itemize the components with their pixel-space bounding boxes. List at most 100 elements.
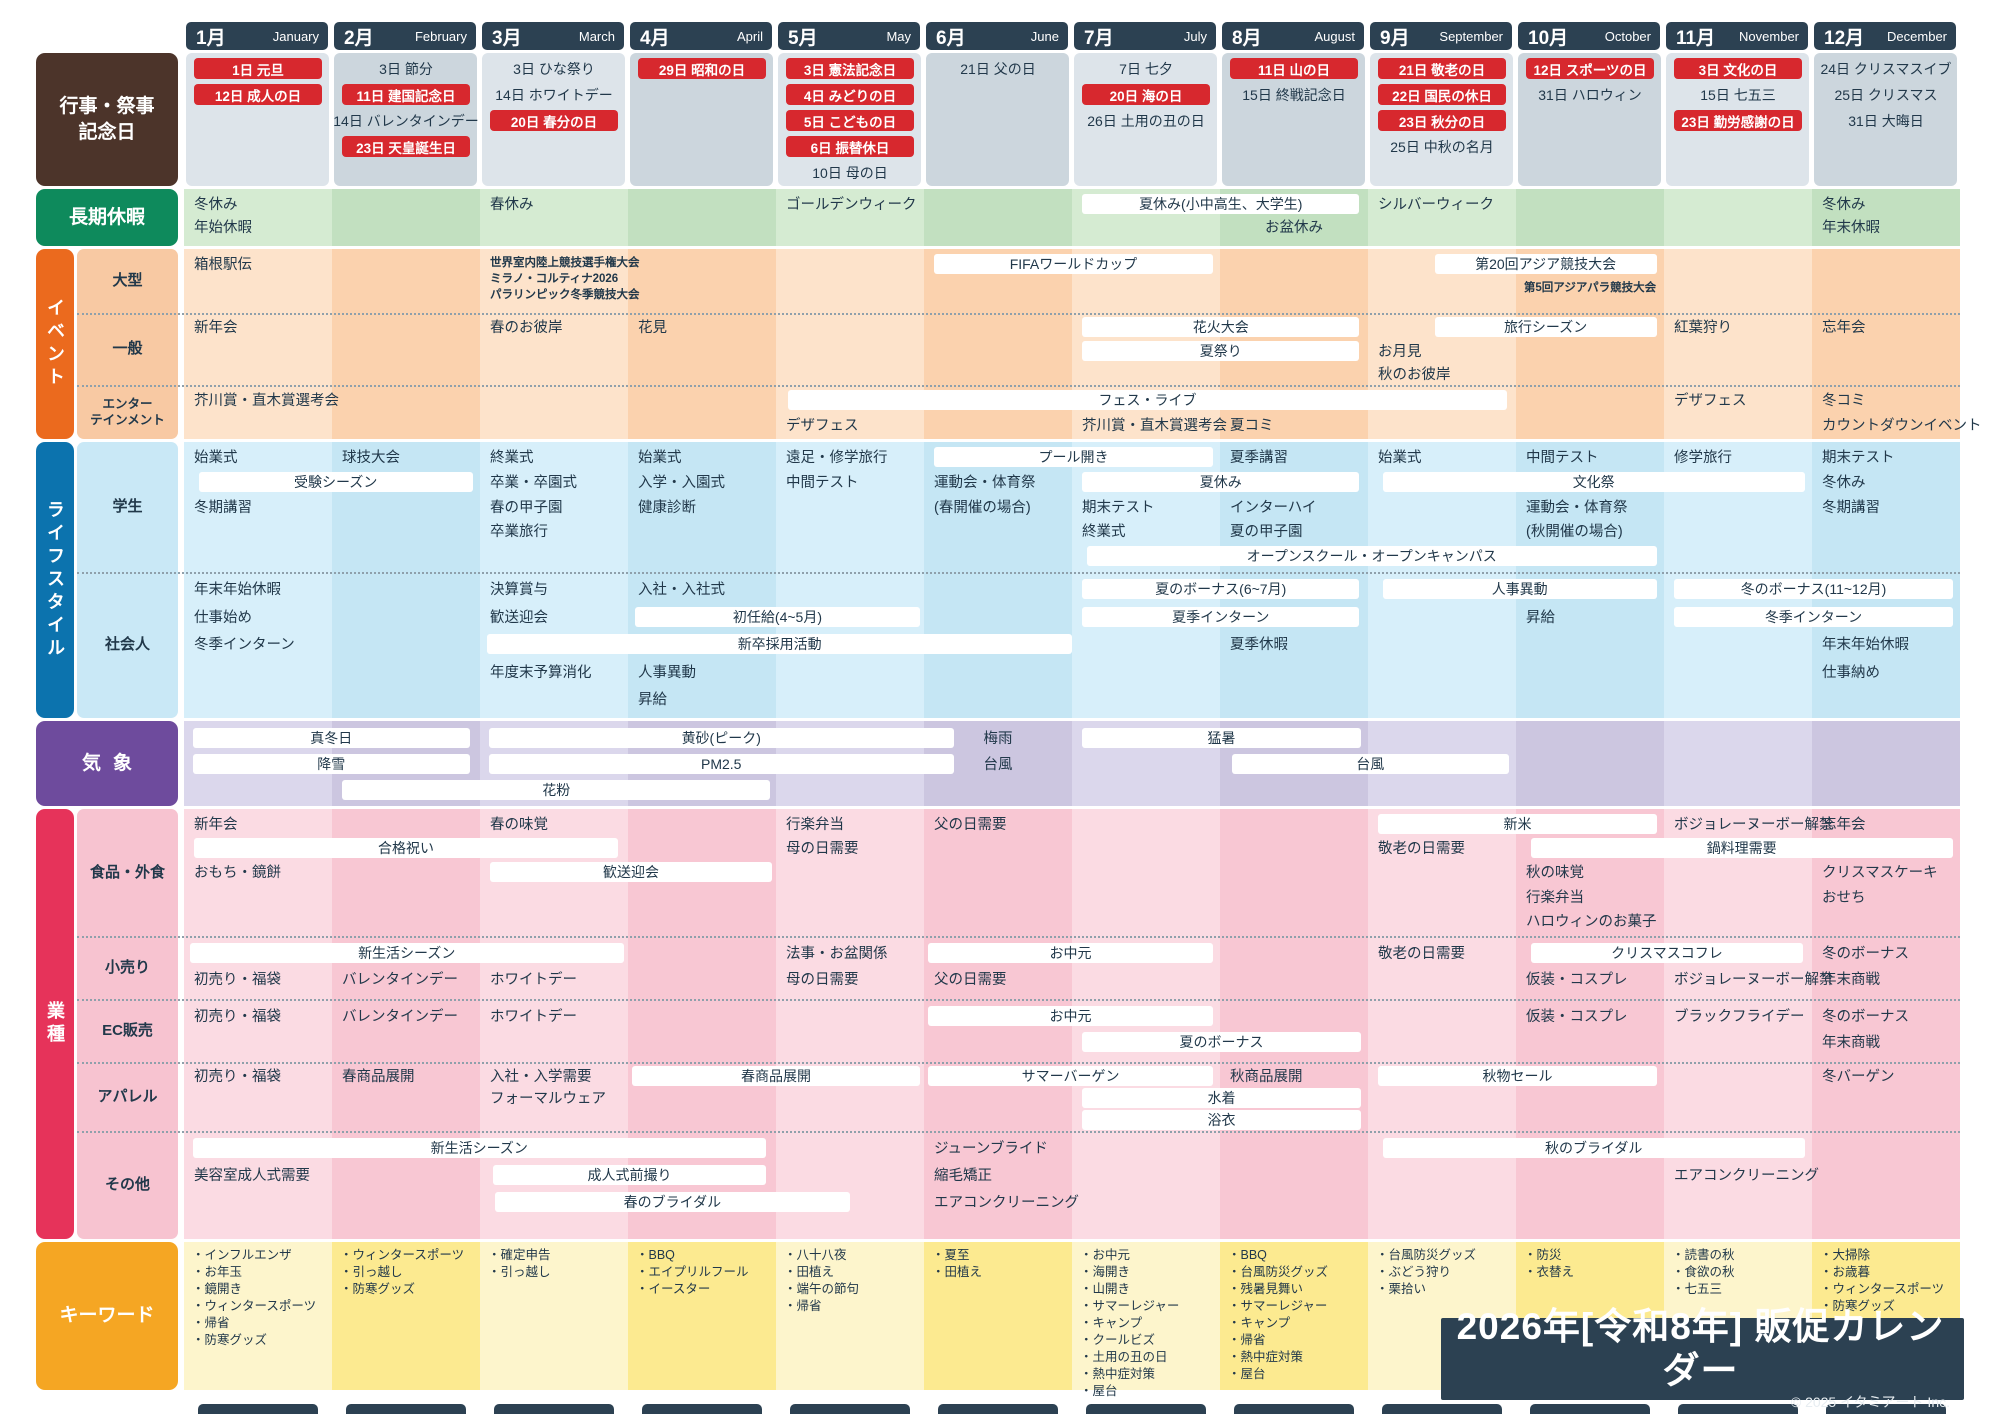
holiday-pill: 29日 昭和の日 — [638, 58, 766, 79]
cell-text: 年末年始休暇 — [1822, 637, 1909, 653]
cell-text: 人事異動 — [638, 664, 696, 681]
cell-text: 冬休み — [194, 197, 238, 213]
subrow-label: 小売り — [77, 936, 178, 999]
keyword-item: ・端午の節句 — [784, 1282, 860, 1296]
keyword-item: ・防寒グッズ — [192, 1333, 268, 1347]
cell-text: エアコンクリーニング — [1674, 1168, 1819, 1184]
section-label-text: キーワード — [59, 1305, 155, 1326]
dashed-divider — [77, 1131, 1960, 1133]
cell-text: 卒業旅行 — [490, 524, 548, 541]
cell-text: 年末年始休暇 — [194, 582, 281, 598]
cell-text: 行楽弁当 — [1526, 889, 1584, 906]
month-label-jp: 11月 — [1676, 27, 1716, 49]
month-column-cell — [332, 1242, 480, 1390]
range-bar: プール開き — [934, 447, 1213, 467]
cell-text: 修学旅行 — [1674, 450, 1732, 466]
keyword-list: ・インフルエンザ ・お年玉 ・鏡開き ・ウィンタースポーツ ・帰省 ・防寒グッズ — [192, 1247, 330, 1349]
cell-text: お盆休み — [1265, 220, 1323, 236]
cell-text: 春の甲子園 — [490, 499, 563, 516]
section-label-keyword: キーワード — [36, 1242, 178, 1390]
cell-text: 歓送迎会 — [490, 609, 548, 626]
month-column-cell — [332, 249, 480, 439]
cell-text: デザフェス — [786, 418, 859, 434]
cell-text: 忘年会 — [1822, 817, 1866, 833]
cell-text: 冬休み — [1822, 197, 1866, 213]
dashed-divider — [77, 999, 1960, 1001]
next-page-cut-mark — [1086, 1404, 1206, 1414]
holiday-pill: 4日 みどりの日 — [786, 84, 914, 105]
cell-text: 終業式 — [490, 450, 534, 466]
month-column-cell — [1368, 809, 1516, 1239]
keyword-list: ・確定申告 ・引っ越し — [488, 1247, 626, 1281]
next-page-cut-mark — [346, 1404, 466, 1414]
holiday-pill: 21日 敬老の日 — [1378, 58, 1506, 79]
month-header: 3月 March — [482, 22, 624, 50]
subrow-label: アパレル — [77, 1062, 178, 1131]
section-label-gyoji: 行事・祭事 記念日 — [36, 53, 178, 186]
cell-text: ジューンブライド — [934, 1141, 1048, 1157]
holiday-pill: 1日 元旦 — [194, 58, 322, 79]
keyword-item: ・防寒グッズ — [1820, 1299, 1896, 1313]
keyword-item: ・山開き — [1080, 1282, 1131, 1296]
month-label-jp: 8月 — [1232, 27, 1262, 49]
keyword-list: ・ウィンタースポーツ ・引っ越し ・防寒グッズ — [340, 1247, 478, 1298]
month-column-cell — [1516, 249, 1664, 439]
range-bar: 夏休み(小中高生、大学生) — [1082, 194, 1360, 214]
section-label-gyoshu: 業種 — [36, 809, 74, 1239]
cell-text: 終業式 — [1082, 524, 1126, 541]
subrow-label: 社会人 — [77, 572, 178, 718]
cell-text: 台風 — [983, 757, 1013, 773]
cell-text: 中間テスト — [1526, 450, 1599, 466]
month-header: 7月 July — [1074, 22, 1216, 50]
range-bar: 文化祭 — [1382, 471, 1805, 492]
month-header: 11月 November — [1666, 22, 1808, 50]
cell-text: 仕事始め — [194, 609, 252, 626]
month-column-cell — [334, 53, 477, 186]
month-column-cell — [1220, 809, 1368, 1239]
keyword-item: ・土用の丑の日 — [1080, 1350, 1168, 1364]
month-column-cell — [1072, 1242, 1220, 1390]
next-page-cut-mark — [1530, 1404, 1650, 1414]
next-page-cut-mark — [938, 1404, 1058, 1414]
keyword-item: ・お歳暮 — [1820, 1265, 1871, 1279]
keyword-item: ・インフルエンザ — [192, 1248, 292, 1262]
range-bar: 合格祝い — [194, 838, 618, 859]
holiday-pill: 23日 天皇誕生日 — [342, 136, 470, 157]
cell-text: 冬休み — [1822, 474, 1866, 491]
range-bar: フェス・ライブ — [787, 390, 1508, 410]
range-bar: 新生活シーズン — [192, 1138, 766, 1158]
keyword-item: ・ウィンタースポーツ — [340, 1248, 465, 1262]
keyword-list: ・お中元 ・海開き ・山開き ・サマーレジャー ・キャンプ ・クールビズ ・土用の丑の日 ・熱… — [1080, 1247, 1218, 1400]
range-bar: サマーバーゲン — [928, 1066, 1213, 1086]
month-header: 4月 April — [630, 22, 772, 50]
holiday-text: 25日 中秋の名月 — [1390, 138, 1494, 155]
cell-text: 美容室成人式需要 — [194, 1168, 310, 1184]
keyword-item: ・ぶどう狩り — [1376, 1265, 1452, 1279]
keyword-list: ・読書の秋 ・食欲の秋 ・七五三 — [1672, 1247, 1810, 1298]
month-column-cell — [1812, 809, 1960, 1239]
range-bar: オープンスクール・オープンキャンパス — [1086, 546, 1657, 567]
holiday-pill: 3日 憲法記念日 — [786, 58, 914, 79]
month-column-cell — [776, 189, 924, 246]
keyword-item: ・引っ越し — [340, 1265, 403, 1279]
subrow-label-text: 一般 — [112, 340, 143, 357]
range-bar: 受験シーズン — [198, 471, 473, 492]
holiday-pill: 23日 勤労感謝の日 — [1674, 110, 1802, 131]
month-label-jp: 9月 — [1380, 27, 1410, 49]
keyword-item: ・キャンプ — [1080, 1316, 1143, 1330]
subrow-label: 大型 — [77, 249, 178, 313]
cell-text: 仮装・コスプレ — [1526, 1009, 1628, 1025]
subrow-label-text: 食品・外食 — [89, 863, 165, 881]
calendar-title: 2026年[令和8年] 販促カレンダー — [1456, 1306, 1945, 1391]
subrow-label-text: 小売り — [104, 958, 150, 976]
month-column-cell — [184, 249, 332, 439]
month-column-cell — [480, 442, 628, 718]
keyword-list: ・台風防災グッズ ・ぶどう狩り ・栗拾い — [1376, 1247, 1514, 1298]
month-label-jp: 1月 — [196, 27, 226, 49]
month-label-en: October — [1604, 28, 1651, 44]
range-bar: 冬のボーナス(11~12月) — [1674, 579, 1953, 599]
cell-text: (春開催の場合) — [934, 499, 1031, 516]
keyword-list: ・BBQ ・エイプリルフール ・イースター — [636, 1247, 774, 1298]
cell-text: 芥川賞・直木賞選考会 — [194, 393, 339, 409]
next-page-cut-mark — [1678, 1404, 1798, 1414]
